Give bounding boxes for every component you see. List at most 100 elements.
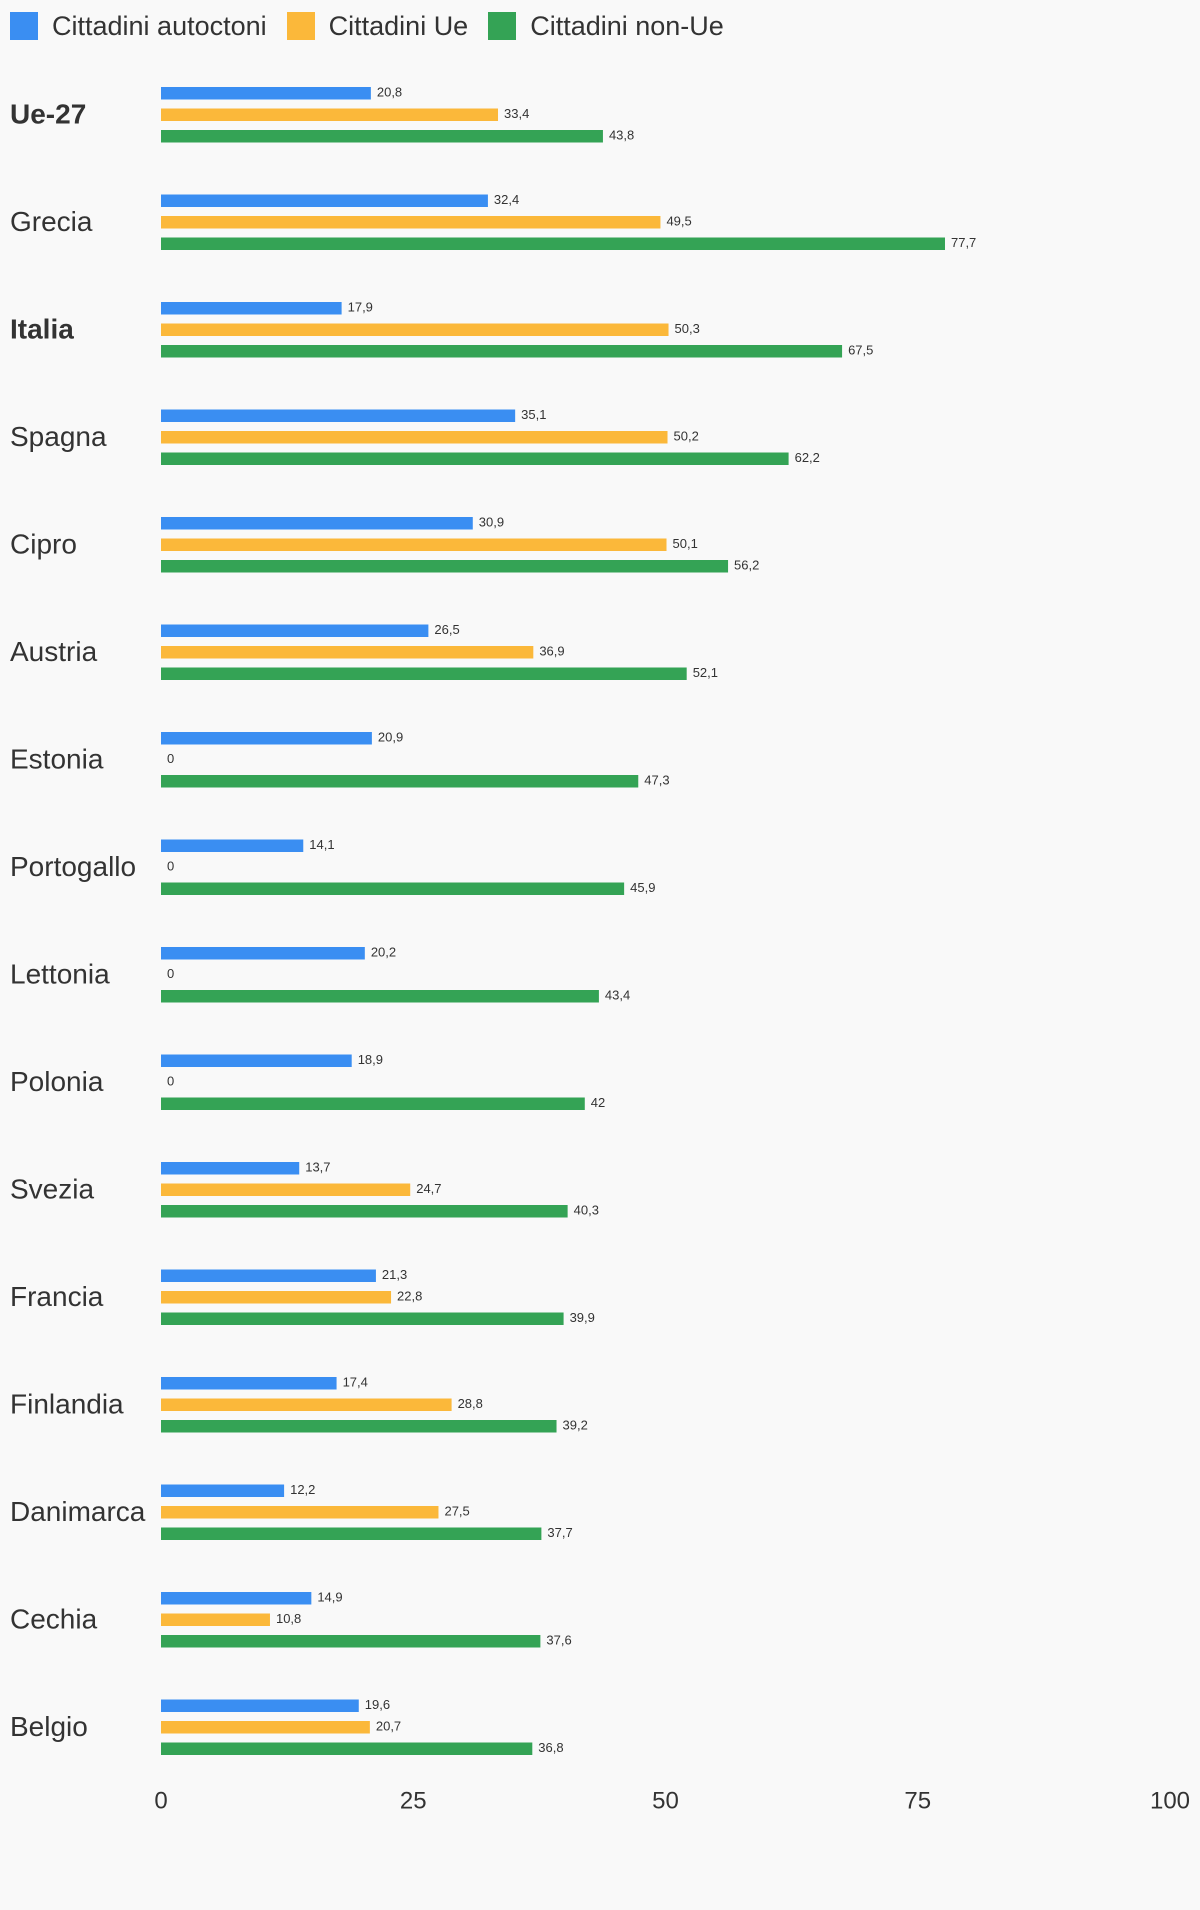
bar-cechia-cittadini-non-ue[interactable]	[161, 1635, 541, 1648]
bar-lettonia-cittadini-non-ue[interactable]	[161, 990, 599, 1003]
category-label-estonia: Estonia	[10, 743, 104, 774]
bar-francia-cittadini-autoctoni[interactable]	[161, 1269, 376, 1283]
value-label-svezia-cittadini-ue: 24,7	[416, 1181, 441, 1196]
value-label-cipro-cittadini-non-ue: 56,2	[734, 558, 759, 573]
legend-swatch-autoctoni	[10, 12, 38, 40]
chart-legend: Cittadini autoctoni Cittadini Ue Cittadi…	[10, 8, 744, 44]
bar-finlandia-cittadini-non-ue[interactable]	[161, 1420, 557, 1433]
bar-austria-cittadini-autoctoni[interactable]	[161, 624, 429, 638]
bar-austria-cittadini-ue[interactable]	[161, 646, 534, 659]
bar-cechia-cittadini-autoctoni[interactable]	[161, 1592, 312, 1605]
bar-italia-cittadini-autoctoni[interactable]	[161, 302, 342, 315]
value-label-estonia-cittadini-non-ue: 47,3	[644, 773, 669, 788]
value-label-francia-cittadini-non-ue: 39,9	[570, 1310, 595, 1325]
legend-item-ue[interactable]: Cittadini Ue	[286, 10, 469, 42]
value-label-estonia-cittadini-autoctoni: 20,9	[378, 730, 403, 745]
x-tick-label-50: 50	[652, 1787, 679, 1814]
bar-finlandia-cittadini-ue[interactable]	[161, 1398, 452, 1412]
bar-ue-27-cittadini-autoctoni[interactable]	[161, 87, 371, 100]
value-label-cechia-cittadini-ue: 10,8	[276, 1611, 301, 1626]
bar-italia-cittadini-non-ue[interactable]	[161, 345, 843, 358]
bar-svezia-cittadini-autoctoni[interactable]	[161, 1162, 300, 1175]
bar-grecia-cittadini-autoctoni[interactable]	[161, 194, 488, 208]
value-label-finlandia-cittadini-ue: 28,8	[458, 1396, 483, 1411]
x-tick-label-75: 75	[904, 1787, 931, 1814]
value-label-cechia-cittadini-non-ue: 37,6	[546, 1633, 571, 1648]
value-label-spagna-cittadini-autoctoni: 35,1	[521, 407, 546, 422]
value-label-italia-cittadini-autoctoni: 17,9	[348, 300, 373, 315]
category-label-lettonia: Lettonia	[10, 958, 110, 989]
category-label-francia: Francia	[10, 1281, 104, 1312]
bar-cipro-cittadini-autoctoni[interactable]	[161, 517, 473, 530]
value-label-estonia-cittadini-ue: 0	[167, 751, 174, 766]
bar-ue-27-cittadini-non-ue[interactable]	[161, 130, 603, 143]
value-label-grecia-cittadini-autoctoni: 32,4	[494, 192, 519, 207]
bar-svezia-cittadini-ue[interactable]	[161, 1183, 411, 1197]
value-label-ue-27-cittadini-ue: 33,4	[504, 106, 529, 121]
category-label-cechia: Cechia	[10, 1603, 98, 1634]
bar-austria-cittadini-non-ue[interactable]	[161, 667, 687, 681]
value-label-italia-cittadini-non-ue: 67,5	[848, 343, 873, 358]
value-label-francia-cittadini-autoctoni: 21,3	[382, 1267, 407, 1282]
category-label-austria: Austria	[10, 636, 98, 667]
bar-danimarca-cittadini-autoctoni[interactable]	[161, 1484, 285, 1498]
value-label-cipro-cittadini-autoctoni: 30,9	[479, 515, 504, 530]
value-label-belgio-cittadini-non-ue: 36,8	[538, 1740, 563, 1755]
bar-cipro-cittadini-ue[interactable]	[161, 538, 667, 552]
legend-label-autoctoni: Cittadini autoctoni	[52, 10, 267, 41]
value-label-grecia-cittadini-ue: 49,5	[666, 214, 691, 229]
value-label-polonia-cittadini-non-ue: 42	[591, 1095, 605, 1110]
value-label-portogallo-cittadini-ue: 0	[167, 859, 174, 874]
value-label-ue-27-cittadini-autoctoni: 20,8	[377, 85, 402, 100]
bar-italia-cittadini-ue[interactable]	[161, 323, 669, 337]
bar-grecia-cittadini-non-ue[interactable]	[161, 237, 945, 251]
category-label-finlandia: Finlandia	[10, 1388, 124, 1419]
bar-spagna-cittadini-autoctoni[interactable]	[161, 409, 516, 423]
value-label-portogallo-cittadini-non-ue: 45,9	[630, 880, 655, 895]
bar-francia-cittadini-non-ue[interactable]	[161, 1312, 564, 1326]
value-label-cechia-cittadini-autoctoni: 14,9	[317, 1590, 342, 1605]
legend-label-non-ue: Cittadini non-Ue	[530, 10, 724, 41]
bar-ue-27-cittadini-ue[interactable]	[161, 108, 499, 122]
bar-portogallo-cittadini-non-ue[interactable]	[161, 882, 625, 896]
category-label-cipro: Cipro	[10, 528, 77, 559]
legend-item-non-ue[interactable]: Cittadini non-Ue	[488, 11, 724, 42]
bar-spagna-cittadini-non-ue[interactable]	[161, 452, 789, 466]
bar-danimarca-cittadini-ue[interactable]	[161, 1506, 439, 1519]
value-label-danimarca-cittadini-ue: 27,5	[444, 1504, 469, 1519]
bar-cipro-cittadini-non-ue[interactable]	[161, 560, 729, 573]
value-label-finlandia-cittadini-autoctoni: 17,4	[343, 1375, 368, 1390]
bar-belgio-cittadini-non-ue[interactable]	[161, 1742, 533, 1756]
bar-belgio-cittadini-autoctoni[interactable]	[161, 1699, 359, 1713]
value-label-polonia-cittadini-autoctoni: 18,9	[358, 1052, 383, 1067]
bar-svezia-cittadini-non-ue[interactable]	[161, 1205, 568, 1218]
bar-grecia-cittadini-ue[interactable]	[161, 216, 661, 229]
category-label-italia: Italia	[10, 313, 74, 344]
legend-item-autoctoni[interactable]: Cittadini autoctoni	[10, 11, 267, 42]
legend-swatch-non-ue	[488, 12, 517, 40]
bar-danimarca-cittadini-non-ue[interactable]	[161, 1527, 542, 1541]
bar-estonia-cittadini-autoctoni[interactable]	[161, 732, 372, 745]
bar-polonia-cittadini-autoctoni[interactable]	[161, 1054, 352, 1068]
value-label-austria-cittadini-non-ue: 52,1	[693, 665, 718, 680]
category-label-svezia: Svezia	[10, 1173, 94, 1204]
x-tick-label-100: 100	[1150, 1787, 1190, 1814]
bar-finlandia-cittadini-autoctoni[interactable]	[161, 1377, 337, 1390]
bar-spagna-cittadini-ue[interactable]	[161, 431, 668, 444]
value-label-austria-cittadini-autoctoni: 26,5	[434, 622, 459, 637]
legend-label-ue: Cittadini Ue	[328, 10, 469, 41]
bar-estonia-cittadini-non-ue[interactable]	[161, 775, 639, 788]
bar-belgio-cittadini-ue[interactable]	[161, 1721, 370, 1734]
category-label-grecia: Grecia	[10, 206, 93, 237]
category-label-belgio: Belgio	[10, 1711, 88, 1742]
value-label-spagna-cittadini-ue: 50,2	[674, 429, 699, 444]
value-label-ue-27-cittadini-non-ue: 43,8	[609, 128, 634, 143]
bar-portogallo-cittadini-autoctoni[interactable]	[161, 839, 304, 853]
bar-lettonia-cittadini-autoctoni[interactable]	[161, 947, 365, 960]
value-label-svezia-cittadini-non-ue: 40,3	[574, 1203, 599, 1218]
bar-cechia-cittadini-ue[interactable]	[161, 1613, 270, 1627]
bar-polonia-cittadini-non-ue[interactable]	[161, 1097, 585, 1111]
value-label-svezia-cittadini-autoctoni: 13,7	[305, 1160, 330, 1175]
category-label-spagna: Spagna	[10, 421, 107, 452]
bar-francia-cittadini-ue[interactable]	[161, 1291, 392, 1304]
